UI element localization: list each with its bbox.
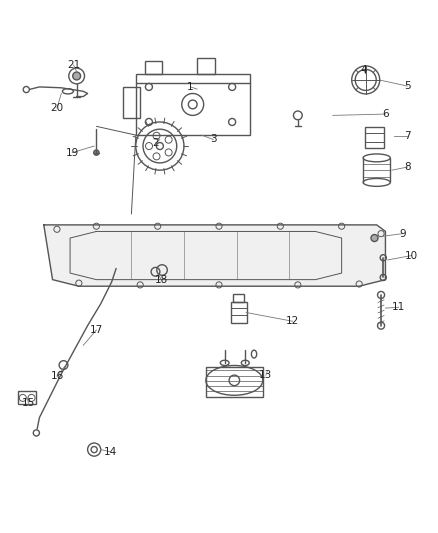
Bar	[231, 302, 247, 324]
Bar	[206, 367, 263, 397]
Text: 6: 6	[382, 109, 389, 119]
Text: 1: 1	[187, 82, 194, 92]
Text: 19: 19	[66, 148, 79, 158]
Text: 2: 2	[152, 138, 159, 148]
Text: 15: 15	[22, 398, 35, 408]
Bar	[197, 59, 215, 74]
Text: 11: 11	[392, 302, 405, 312]
Text: 10: 10	[405, 251, 418, 261]
Circle shape	[94, 150, 99, 155]
Text: 13: 13	[259, 370, 272, 380]
Text: 3: 3	[210, 134, 217, 144]
Text: 20: 20	[50, 103, 64, 113]
Text: 12: 12	[286, 316, 299, 326]
Text: 16: 16	[50, 371, 64, 381]
Text: 4: 4	[360, 65, 367, 75]
Text: 18: 18	[155, 274, 168, 285]
Circle shape	[371, 235, 378, 241]
Text: 14: 14	[104, 447, 117, 457]
Bar	[233, 294, 244, 302]
Bar	[18, 391, 36, 405]
Bar	[123, 87, 140, 118]
Text: 5: 5	[404, 81, 411, 91]
Text: 8: 8	[404, 162, 411, 172]
Text: 21: 21	[67, 60, 80, 70]
Bar	[365, 127, 384, 148]
Text: 9: 9	[399, 229, 406, 239]
Text: 7: 7	[404, 131, 411, 141]
Bar	[136, 74, 250, 135]
Text: 17: 17	[90, 325, 103, 335]
Polygon shape	[44, 225, 385, 286]
Circle shape	[73, 72, 81, 80]
Bar	[145, 61, 162, 74]
